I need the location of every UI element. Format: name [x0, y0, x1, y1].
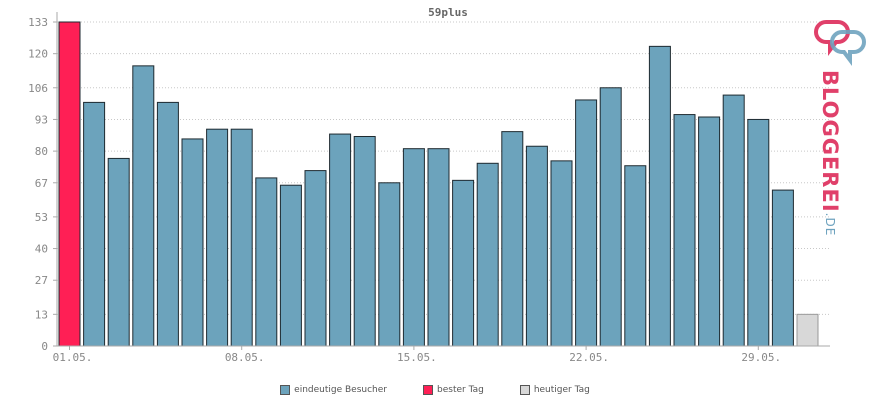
x-tick-label: 01.05.: [53, 351, 93, 364]
x-tick-label: 29.05.: [741, 351, 781, 364]
y-tick-label: 80: [35, 145, 48, 158]
bar-normal: [181, 138, 204, 347]
bar-normal: [83, 101, 106, 347]
y-tick-label: 120: [28, 48, 48, 61]
bar-normal: [599, 87, 622, 347]
logo-text: BLOGGEREI.DE: [818, 70, 842, 236]
legend-label-visitors: eindeutige Besucher: [294, 385, 387, 395]
legend-label-today: heutiger Tag: [533, 385, 590, 395]
x-tick-label: 08.05.: [225, 351, 265, 364]
y-tick-label: 53: [35, 211, 48, 224]
bar-normal: [771, 189, 794, 347]
bar-normal: [648, 45, 671, 347]
bar-normal: [255, 177, 278, 347]
x-tick-label: 15.05.: [397, 351, 437, 364]
y-axis-ticks: 0 13 27 40 53 67 80 93 106 120 133: [28, 16, 57, 353]
bar-normal: [624, 165, 647, 347]
bar-normal: [550, 160, 573, 347]
bar-normal: [698, 116, 721, 347]
bar-best: [58, 21, 81, 347]
logo-icon: [814, 20, 866, 66]
bar-normal: [353, 135, 376, 347]
bar-normal: [279, 184, 302, 347]
bars: [58, 21, 819, 347]
chart-title: 59plus: [428, 6, 468, 19]
legend-item-visitors: eindeutige Besucher: [280, 385, 387, 395]
bar-normal: [722, 94, 745, 347]
bar-normal: [452, 179, 475, 347]
bar-normal: [304, 170, 327, 347]
legend: eindeutige Besucher bester Tag heutiger …: [0, 385, 870, 395]
bar-normal: [427, 148, 450, 347]
bar-normal: [402, 148, 425, 347]
y-tick-label: 0: [41, 340, 48, 353]
x-axis-ticks: 01.05. 08.05. 15.05. 22.05. 29.05.: [53, 346, 781, 364]
y-tick-label: 27: [35, 274, 48, 287]
legend-item-today: heutiger Tag: [519, 385, 590, 395]
bar-normal: [525, 145, 548, 347]
y-tick-label: 67: [35, 177, 48, 190]
legend-swatch-best-day: [423, 385, 433, 395]
bar-normal: [476, 162, 499, 347]
bloggerei-logo: [812, 18, 870, 218]
y-tick-label: 93: [35, 113, 48, 126]
bar-normal: [329, 133, 352, 347]
logo-name: BLOGGEREI: [818, 70, 842, 213]
bar-normal: [156, 101, 179, 347]
legend-item-best-day: bester Tag: [423, 385, 484, 395]
legend-swatch-visitors: [280, 385, 291, 395]
bar-normal: [107, 157, 130, 347]
y-tick-label: 133: [28, 16, 48, 29]
bar-today: [796, 313, 819, 347]
bar-normal: [132, 65, 155, 347]
bar-normal: [501, 131, 524, 347]
legend-label-best-day: bester Tag: [437, 385, 484, 395]
bar-normal: [378, 182, 401, 347]
bar-normal: [206, 128, 229, 347]
y-tick-label: 40: [35, 243, 48, 256]
y-tick-label: 106: [28, 82, 48, 95]
logo-suffix: .DE: [823, 212, 837, 237]
bar-normal: [747, 118, 770, 347]
bar-normal: [673, 114, 696, 347]
x-tick-label: 22.05.: [569, 351, 609, 364]
bar-normal: [230, 128, 253, 347]
legend-swatch-today: [519, 385, 530, 395]
bar-normal: [575, 99, 598, 347]
y-tick-label: 13: [35, 308, 48, 321]
